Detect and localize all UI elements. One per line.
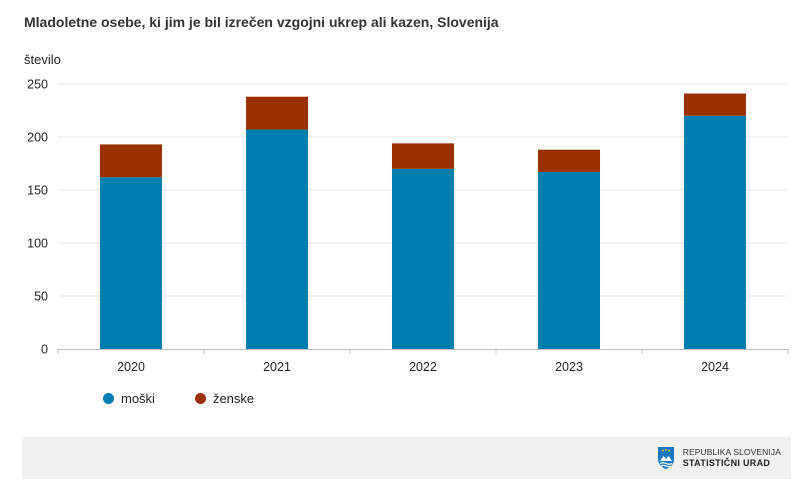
legend-swatch-zenske: [194, 393, 206, 404]
footer-bar: REPUBLIKA SLOVENIJA STATISTIČNI URAD: [22, 437, 791, 479]
org-logo[interactable]: REPUBLIKA SLOVENIJA STATISTIČNI URAD: [657, 446, 781, 470]
bar-series: [99, 93, 747, 349]
x-tick-label: 2024: [701, 360, 729, 374]
y-tick-label: 100: [27, 237, 48, 251]
y-tick-label: 150: [27, 184, 48, 198]
shield-logo-icon: [657, 447, 674, 469]
org-name-line1: REPUBLIKA SLOVENIJA: [682, 447, 781, 457]
y-tick-label: 200: [27, 131, 48, 145]
bar-2020-series-1[interactable]: [99, 144, 163, 178]
bar-2021-series-0[interactable]: [245, 129, 309, 349]
bar-2020-series-0[interactable]: [99, 177, 163, 349]
bar-2022-series-0[interactable]: [391, 168, 455, 349]
bar-2024-series-0[interactable]: [683, 115, 747, 349]
y-axis-label: število: [24, 52, 61, 67]
bar-2024-series-1[interactable]: [683, 93, 747, 116]
chart-title: Mladoletne osebe, ki jim je bil izrečen …: [24, 14, 499, 30]
x-tick-label: 2022: [409, 360, 437, 374]
legend-swatch-moski: [103, 393, 114, 404]
legend-label-moski: moški: [121, 391, 155, 406]
x-tick-label: 2021: [263, 360, 291, 374]
org-name-line2: STATISTIČNI URAD: [682, 458, 771, 468]
x-tick-label: 2020: [117, 360, 145, 374]
x-axis-ticks: 2020 2021 2022 2023 2024: [57, 349, 789, 374]
bar-2021-series-1[interactable]: [245, 96, 309, 130]
legend-item-moski[interactable]: moški: [103, 391, 155, 406]
bar-2023-series-1[interactable]: [537, 149, 601, 172]
bar-2022-series-1[interactable]: [391, 143, 455, 169]
x-tick-label: 2023: [555, 360, 583, 374]
y-tick-label: 250: [27, 78, 48, 92]
y-axis-ticks: 0 50 100 150 200 250: [27, 78, 48, 357]
legend-item-zenske[interactable]: ženske: [194, 391, 255, 406]
legend-label-zenske: ženske: [212, 391, 255, 406]
legend: moški ženske: [103, 391, 294, 406]
bar-2023-series-0[interactable]: [537, 171, 601, 349]
y-tick-label: 50: [34, 290, 48, 304]
y-tick-label: 0: [41, 343, 48, 357]
